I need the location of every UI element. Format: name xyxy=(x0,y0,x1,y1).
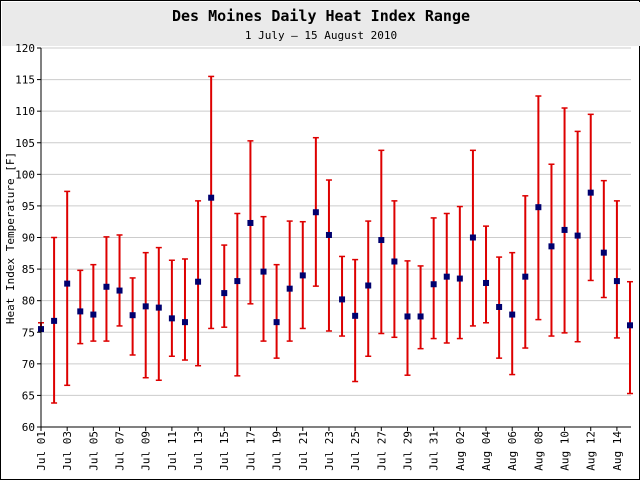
mean-point xyxy=(90,311,97,318)
mean-point xyxy=(627,322,633,329)
mean-point xyxy=(496,303,503,310)
mean-point xyxy=(352,312,359,319)
x-tick-label: Aug 02 xyxy=(454,431,467,471)
mean-point xyxy=(103,283,110,290)
x-tick-label: Aug 04 xyxy=(480,431,493,471)
y-tick-label: 115 xyxy=(15,74,35,87)
mean-point xyxy=(208,194,215,201)
mean-point xyxy=(430,281,437,288)
x-tick-label: Jul 17 xyxy=(244,431,257,471)
y-tick-label: 95 xyxy=(22,200,35,213)
mean-point xyxy=(404,313,411,320)
x-tick-label: Jul 25 xyxy=(349,431,362,471)
mean-point xyxy=(522,273,529,280)
mean-point xyxy=(260,268,267,275)
mean-point xyxy=(234,278,241,285)
mean-point xyxy=(77,308,84,315)
mean-point xyxy=(181,319,188,326)
mean-point xyxy=(509,311,516,318)
mean-point xyxy=(221,290,228,297)
x-tick-label: Jul 03 xyxy=(61,431,74,471)
mean-point xyxy=(195,278,202,285)
mean-point xyxy=(456,275,463,282)
x-tick-label: Jul 27 xyxy=(375,431,388,471)
x-tick-label: Jul 21 xyxy=(297,431,310,471)
y-axis-label: Heat Index Temperature [F] xyxy=(4,152,17,324)
x-tick-label: Jul 31 xyxy=(428,431,441,471)
mean-point xyxy=(155,304,162,311)
y-tick-label: 85 xyxy=(22,263,35,276)
mean-point xyxy=(365,282,372,289)
mean-point xyxy=(574,232,581,239)
mean-point xyxy=(142,303,149,310)
x-tick-label: Jul 05 xyxy=(87,431,100,471)
mean-point xyxy=(535,204,542,211)
grid-lines xyxy=(41,47,631,396)
x-tick-label: Aug 08 xyxy=(532,431,545,471)
mean-point xyxy=(391,258,398,265)
mean-point xyxy=(469,234,476,241)
chart-subtitle: 1 July – 15 August 2010 xyxy=(245,29,397,42)
mean-point xyxy=(325,231,332,238)
x-tick-label: Jul 19 xyxy=(271,431,284,471)
x-tick-label: Aug 06 xyxy=(506,431,519,471)
x-tick-label: Jul 29 xyxy=(401,431,414,471)
y-tick-label: 105 xyxy=(15,137,35,150)
x-tick-label: Aug 10 xyxy=(559,431,572,471)
mean-point xyxy=(116,287,123,294)
chart-title: Des Moines Daily Heat Index Range xyxy=(172,7,470,25)
title-band xyxy=(2,2,640,46)
mean-point xyxy=(64,280,71,287)
mean-point xyxy=(339,296,346,303)
y-tick-label: 80 xyxy=(22,295,35,308)
mean-point xyxy=(443,273,450,280)
x-tick-label: Jul 01 xyxy=(35,431,48,471)
mean-point xyxy=(600,249,607,256)
mean-point xyxy=(51,317,58,324)
mean-point xyxy=(299,272,306,279)
mean-point xyxy=(561,226,568,233)
mean-point xyxy=(273,319,280,326)
x-tick-label: Jul 11 xyxy=(166,431,179,471)
mean-point xyxy=(168,315,175,322)
y-tick-label: 75 xyxy=(22,326,35,339)
mean-point xyxy=(312,209,319,216)
mean-point xyxy=(286,285,293,292)
x-tick-label: Jul 23 xyxy=(323,431,336,471)
y-tick-label: 90 xyxy=(22,232,35,245)
y-tick-label: 70 xyxy=(22,358,35,371)
y-tick-label: 110 xyxy=(15,105,35,118)
mean-point xyxy=(417,313,424,320)
mean-point xyxy=(129,312,136,319)
x-tick-label: Jul 15 xyxy=(218,431,231,471)
mean-points xyxy=(38,189,633,333)
y-tick-label: 60 xyxy=(22,421,35,434)
mean-point xyxy=(483,279,490,286)
x-tick-label: Aug 14 xyxy=(611,431,624,471)
x-tick-label: Jul 09 xyxy=(140,431,153,471)
mean-point xyxy=(587,189,594,196)
y-tick-label: 120 xyxy=(15,42,35,55)
mean-point xyxy=(378,237,385,244)
x-tick-label: Jul 13 xyxy=(192,431,205,471)
x-tick-label: Jul 07 xyxy=(114,431,127,471)
y-tick-label: 100 xyxy=(15,168,35,181)
x-axis-ticks: Jul 01 Jul 03 Jul 05 Jul 07 Jul 09 Jul 11 Jul … xyxy=(35,427,624,471)
y-tick-label: 65 xyxy=(22,389,35,402)
mean-point xyxy=(247,219,254,226)
y-axis-ticks: 60 65 70 75 80 85 90 95 100 105 110 115 120 xyxy=(15,42,41,434)
mean-point xyxy=(548,243,555,250)
x-tick-label: Aug 12 xyxy=(585,431,598,471)
mean-point xyxy=(613,278,620,285)
